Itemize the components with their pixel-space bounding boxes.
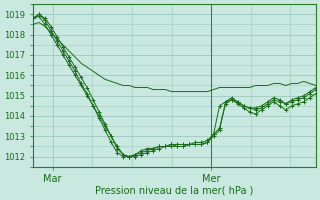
X-axis label: Pression niveau de la mer( hPa ): Pression niveau de la mer( hPa ) — [95, 186, 253, 196]
